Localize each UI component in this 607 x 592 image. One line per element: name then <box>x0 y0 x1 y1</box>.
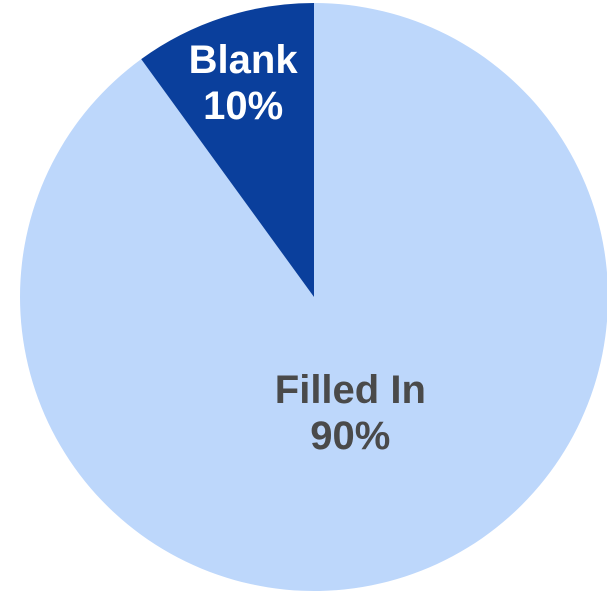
pie-label-filled-in: Filled In 90% <box>275 368 426 458</box>
slice-name: Filled In <box>275 368 426 412</box>
pie-label-blank: Blank 10% <box>189 38 299 128</box>
pie-slice-blank <box>141 3 314 297</box>
slice-percent: 10% <box>203 84 283 128</box>
slice-name: Blank <box>189 38 299 82</box>
pie-slice-filled-in <box>20 3 607 591</box>
slice-percent: 90% <box>310 414 390 458</box>
